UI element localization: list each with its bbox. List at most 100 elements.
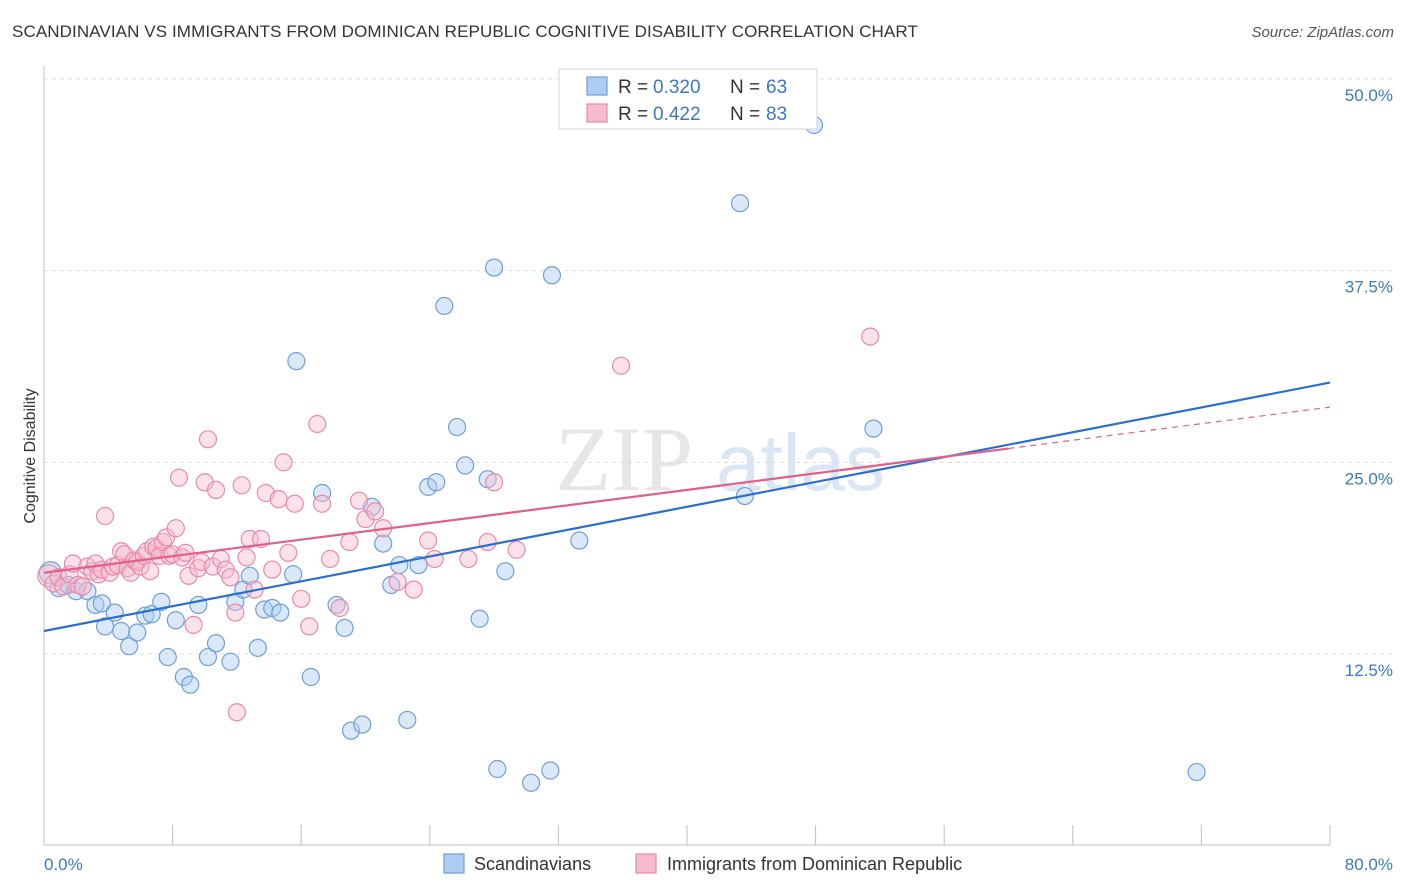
point-series1-34 <box>166 519 185 538</box>
point-series1-35 <box>169 468 189 487</box>
legend-r-value-1: 0.320 <box>653 77 701 98</box>
point-series0-20 <box>198 647 218 667</box>
point-series0-55 <box>541 761 560 780</box>
point-series1-73 <box>388 572 407 592</box>
point-series1-65 <box>312 494 332 513</box>
legend-r-label-1: R = <box>618 77 653 98</box>
point-series1-51 <box>232 476 251 495</box>
point-series1-70 <box>356 509 375 529</box>
point-series0-39 <box>374 534 393 553</box>
point-series1-58 <box>269 490 288 509</box>
point-series0-33 <box>312 483 332 503</box>
trend-line-series0 <box>43 381 1331 633</box>
point-series1-64 <box>308 414 327 434</box>
point-series0-21 <box>206 634 226 653</box>
point-series0-43 <box>409 555 428 575</box>
point-series1-63 <box>300 617 319 636</box>
point-series0-47 <box>448 417 467 437</box>
data-points <box>37 115 1206 792</box>
point-series0-36 <box>341 721 361 740</box>
point-series0-46 <box>435 296 454 316</box>
point-series1-77 <box>459 549 478 569</box>
point-series0-6 <box>92 594 111 613</box>
point-series1-38 <box>179 566 198 585</box>
point-series0-49 <box>470 609 489 628</box>
legend-swatch-dominican <box>586 103 608 123</box>
point-series0-41 <box>390 555 409 575</box>
y-tick-label-3: 50.0% <box>1345 86 1393 105</box>
point-series0-53 <box>496 562 515 581</box>
point-series0-56 <box>542 266 562 285</box>
point-series0-31 <box>287 352 306 371</box>
point-series1-60 <box>279 543 298 562</box>
point-series1-52 <box>237 548 256 567</box>
point-series0-51 <box>485 258 504 277</box>
y-tick-label-2: 37.5% <box>1345 278 1393 297</box>
bottom-legend: Scandinavians Immigrants from Dominican … <box>443 853 962 874</box>
point-series0-62 <box>1187 762 1206 782</box>
legend-n-value-1: 63 <box>766 77 787 98</box>
point-series1-31 <box>157 528 176 547</box>
point-series0-61 <box>864 419 883 438</box>
chart-title: SCANDINAVIAN VS IMMIGRANTS FROM DOMINICA… <box>12 22 918 41</box>
point-series0-9 <box>112 621 131 641</box>
axes <box>43 66 1331 846</box>
point-series0-54 <box>521 773 541 792</box>
point-series0-14 <box>152 592 171 611</box>
point-series1-79 <box>485 473 504 492</box>
point-series1-76 <box>425 549 444 569</box>
point-series1-49 <box>226 603 245 622</box>
x-tick-label-max: 80.0% <box>1345 855 1393 874</box>
legend-n-label-2: N = <box>730 104 765 125</box>
point-series0-37 <box>353 715 372 734</box>
x-tick-label-min: 0.0% <box>44 855 83 874</box>
point-series1-81 <box>611 356 631 375</box>
point-series0-48 <box>456 456 475 475</box>
point-series1-50 <box>227 703 246 722</box>
bottom-legend-swatch-dominican <box>635 853 657 874</box>
source-label: Source: ZipAtlas.com <box>1251 24 1394 41</box>
tick-labels: 12.5% 25.0% 37.5% 50.0% 0.0% 80.0% <box>44 86 1393 874</box>
legend-swatch-scandinavians <box>586 76 608 96</box>
point-series1-13 <box>95 506 115 526</box>
legend-n-value-2: 83 <box>766 104 787 125</box>
point-series0-25 <box>240 566 259 585</box>
point-series0-22 <box>221 652 240 671</box>
bottom-legend-swatch-scandinavians <box>443 853 465 874</box>
watermark-atlas: atlas <box>716 418 885 507</box>
point-series0-42 <box>398 710 417 730</box>
legend-n-label-1: N = <box>730 77 765 98</box>
point-series1-82 <box>861 327 880 346</box>
point-series0-5 <box>86 595 105 615</box>
point-series0-34 <box>327 595 346 615</box>
y-tick-label-0: 12.5% <box>1345 661 1393 680</box>
point-series1-61 <box>285 494 304 513</box>
bottom-legend-label-scandinavians: Scandinavians <box>474 854 591 874</box>
point-series0-15 <box>158 647 177 667</box>
point-series1-48 <box>221 568 240 587</box>
point-series0-10 <box>120 637 139 656</box>
point-series1-59 <box>274 453 293 472</box>
point-series1-2 <box>49 568 68 587</box>
point-series1-68 <box>340 532 359 552</box>
point-series1-78 <box>478 532 497 552</box>
point-series1-74 <box>404 580 423 599</box>
point-series0-52 <box>488 759 507 779</box>
point-series0-30 <box>284 565 303 584</box>
point-series1-69 <box>349 491 369 510</box>
point-series1-57 <box>263 560 282 579</box>
trend-line-series1 <box>43 447 1009 574</box>
point-series1-43 <box>198 430 218 449</box>
point-series0-18 <box>181 675 200 694</box>
point-series0-29 <box>271 603 290 622</box>
point-series0-11 <box>128 623 147 642</box>
point-series1-75 <box>419 531 438 550</box>
point-series1-62 <box>292 589 311 608</box>
point-series1-45 <box>206 480 226 500</box>
point-series0-35 <box>335 618 354 638</box>
point-series1-26 <box>140 562 160 581</box>
legend-r-label-2: R = <box>618 104 653 125</box>
watermark-zip: ZIP <box>555 408 693 510</box>
point-series1-71 <box>366 502 385 521</box>
